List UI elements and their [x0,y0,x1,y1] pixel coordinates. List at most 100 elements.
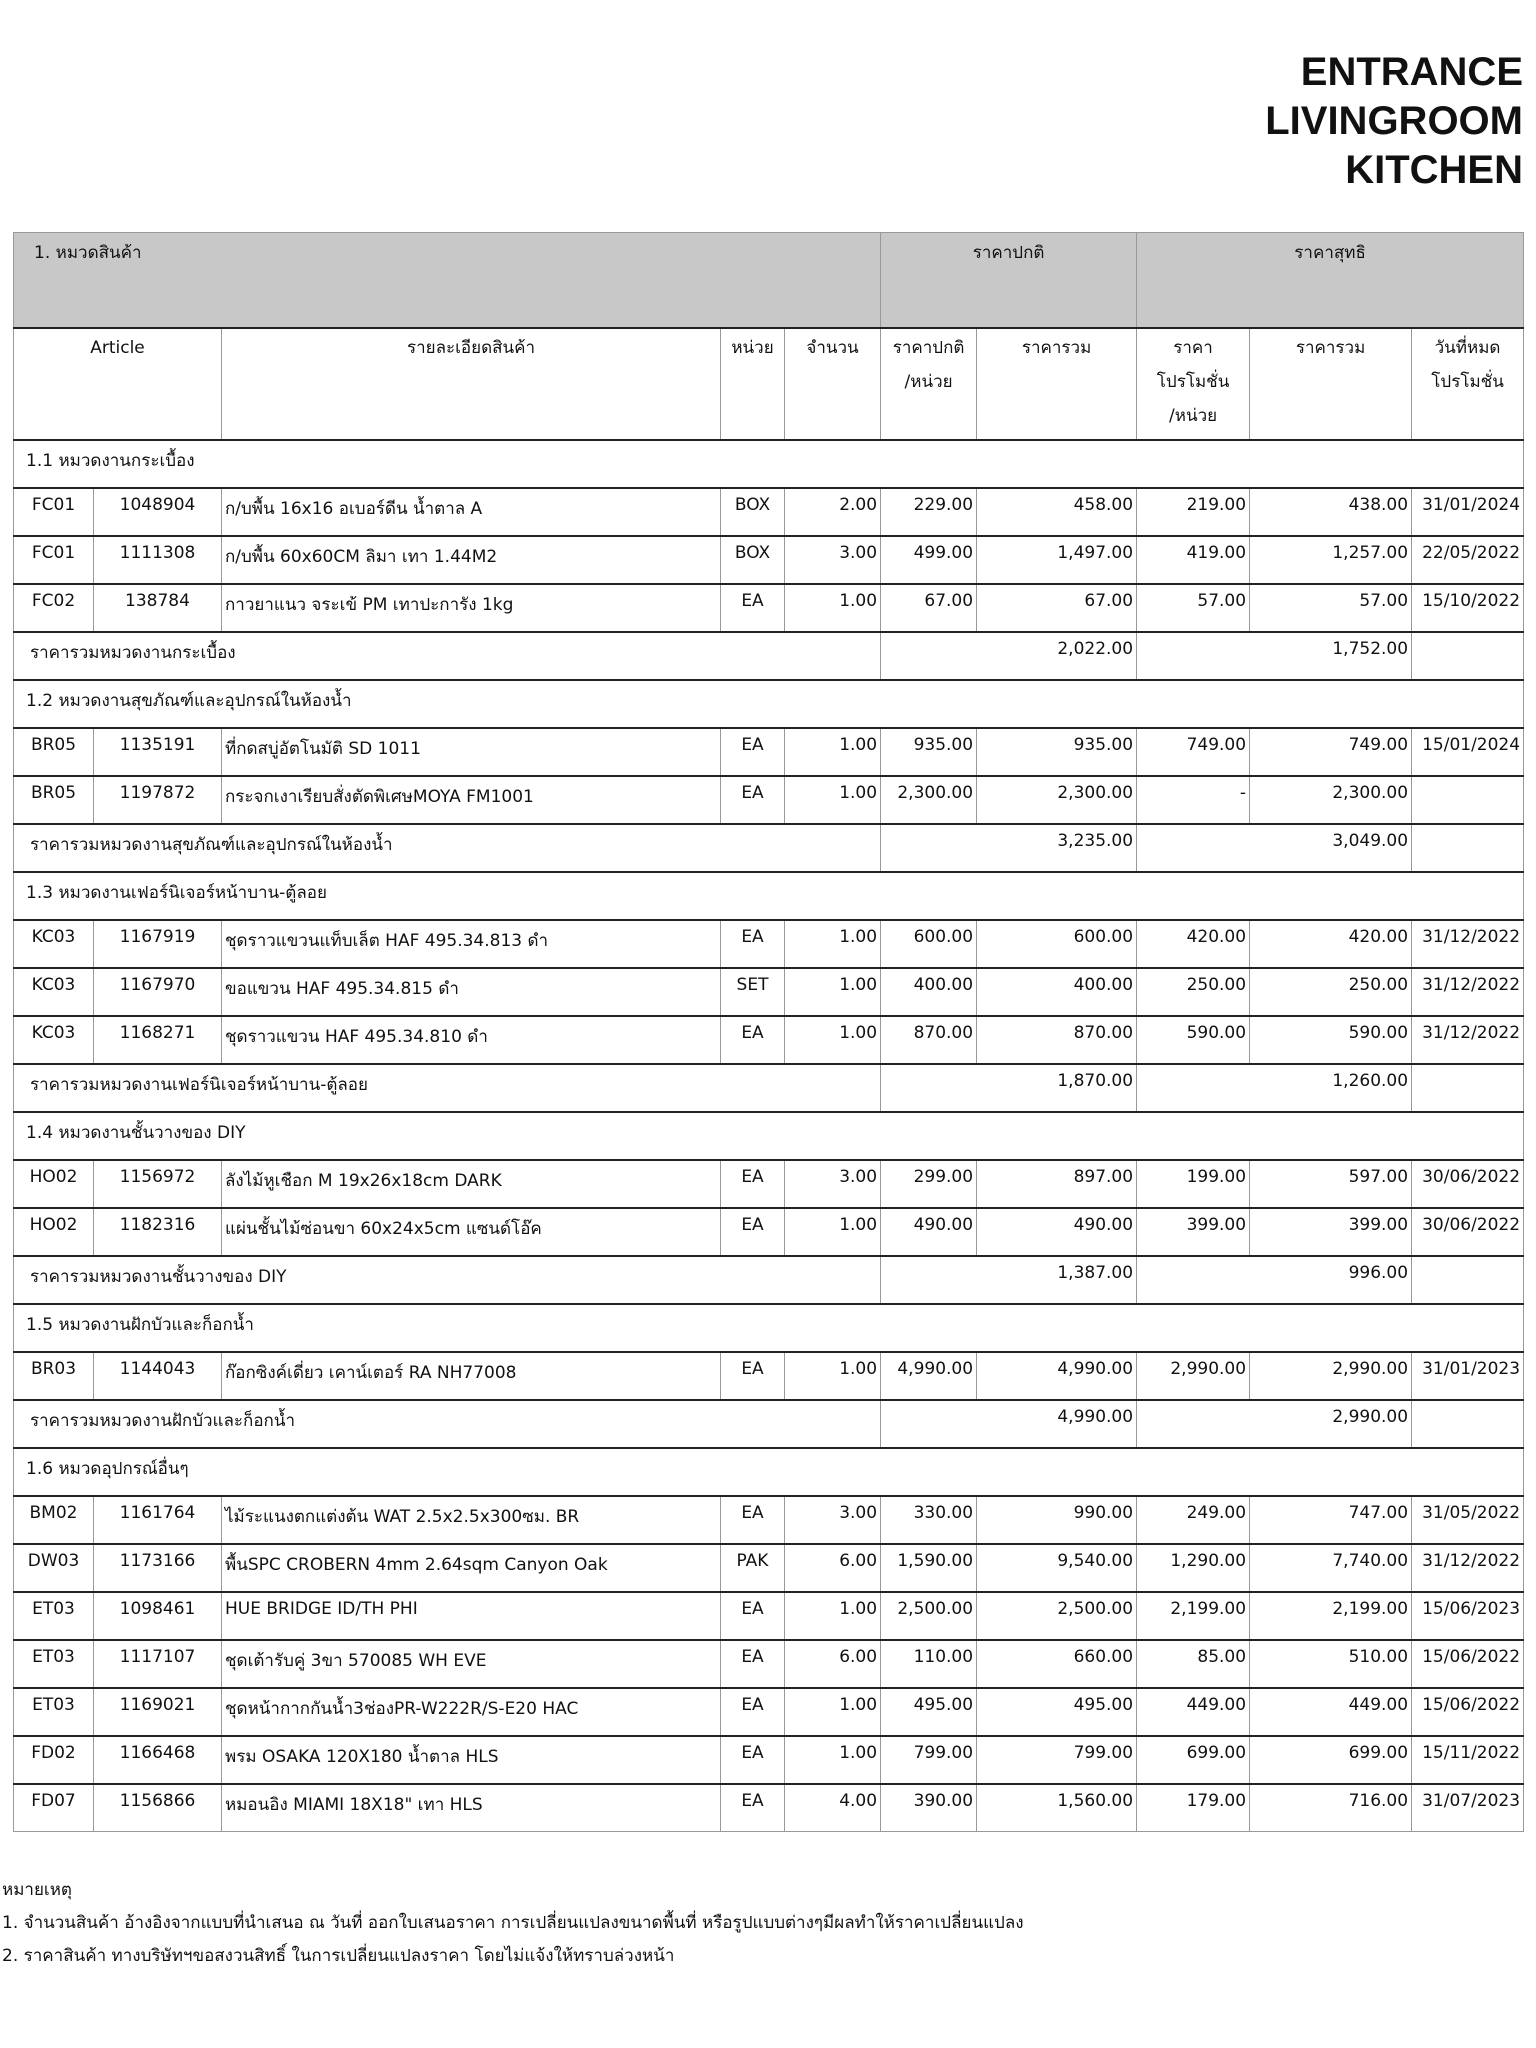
header-line: ราคารวม [1295,338,1366,358]
item-row: KC03 1167919 ชุดราวแขวนแท็บเล็ต HAF 495.34… [13,919,1525,968]
section-row: 1.1 หมวดงานกระเบื้อง [12,439,1525,488]
column-header-row: Article รายละเอียดสินค้า หน่วย จำนวน ราคาปกต… [13,327,1525,440]
item-cell: 57.00 [1249,583,1413,632]
item-cell: 490.00 [976,1207,1138,1256]
item-cell: 1167919 [93,919,222,968]
subtotal-empty [1411,1255,1525,1304]
item-cell: 4.00 [783,1783,882,1832]
item-cell: 419.00 [1136,535,1251,584]
item-cell: 31/01/2024 [1411,487,1525,536]
item-cell: 699.00 [1136,1735,1251,1784]
item-cell: FD02 [13,1735,94,1784]
item-cell: 1117107 [93,1639,222,1688]
item-cell: 1,290.00 [1136,1543,1251,1592]
notes: หมายเหตุ 1. จำนวนสินค้า อ้างอิงจากแบบที่น… [2,1874,1024,1973]
item-row: KC03 1168271 ชุดราวแขวน HAF 495.34.810 ดำ E… [13,1015,1525,1064]
item-cell: FD07 [13,1783,94,1832]
item-cell: 590.00 [1136,1015,1251,1064]
title-line: ENTRANCE [1300,50,1523,94]
item-cell: EA [720,1687,785,1736]
item-cell: EA [720,1351,785,1400]
item-cell: BR05 [13,775,94,824]
item-cell: 2,300.00 [976,775,1138,824]
item-cell: 330.00 [880,1495,978,1544]
item-row: HO02 1156972 ลังไม้หูเชือก M 19x26x18cm DA… [13,1159,1525,1208]
item-cell: 30/06/2022 [1411,1159,1525,1208]
group-header-row: 1. หมวดสินค้า ราคาปกติ ราคาสุทธิ [12,232,1525,328]
item-cell: ขอแขวน HAF 495.34.815 ดำ [221,967,721,1016]
item-cell: 449.00 [1136,1687,1251,1736]
item-cell: 935.00 [880,727,978,776]
subtotal-label: ราคารวมหมวดงานเฟอร์นิเจอร์หน้าบาน-ตู้ลอย [12,1063,882,1112]
item-cell: 400.00 [976,967,1138,1016]
item-row: FC01 1111308 ก/บพื้น 60x60CM ลิมา เทา 1.44… [13,535,1525,584]
item-row: FD07 1156866 หมอนอิง MIAMI 18X18" เทา HLS E… [13,1783,1525,1832]
item-cell: 1156866 [93,1783,222,1832]
subtotal-row: ราคารวมหมวดงานกระเบื้อง 2,022.00 1,752.00 [12,631,1525,680]
subtotal-empty [1411,1399,1525,1448]
item-cell: 716.00 [1249,1783,1413,1832]
item-cell: 15/01/2024 [1411,727,1525,776]
item-cell: EA [720,727,785,776]
subtotal-row: ราคารวมหมวดงานเฟอร์นิเจอร์หน้าบาน-ตู้ลอย… [12,1063,1525,1112]
item-cell: พื้นSPC CROBERN 4mm 2.64sqm Canyon Oak [221,1543,721,1592]
item-cell: EA [720,919,785,968]
item-cell: 699.00 [1249,1735,1413,1784]
item-cell: 1168271 [93,1015,222,1064]
item-cell: 3.00 [783,535,882,584]
item-cell: 1,590.00 [880,1543,978,1592]
item-cell: 85.00 [1136,1639,1251,1688]
item-cell: EA [720,1015,785,1064]
item-cell: 3.00 [783,1495,882,1544]
item-cell: 15/06/2022 [1411,1639,1525,1688]
section-row: 1.3 หมวดงานเฟอร์นิเจอร์หน้าบาน-ตู้ลอย [12,871,1525,920]
item-cell: 219.00 [1136,487,1251,536]
item-cell: KC03 [13,919,94,968]
subtotal-value: 1,870.00 [880,1063,1138,1112]
section-title: 1.3 หมวดงานเฟอร์นิเจอร์หน้าบาน-ตู้ลอย [12,871,1525,920]
item-cell: EA [720,1639,785,1688]
subtotal-label: ราคารวมหมวดงานสุขภัณฑ์และอุปกรณ์ในห้องน้… [12,823,882,872]
item-cell: ชุดราวแขวนแท็บเล็ต HAF 495.34.813 ดำ [221,919,721,968]
item-row: BR03 1144043 ก๊อกซิงค์เดี่ยว เคาน์เตอร์ RA… [13,1351,1525,1400]
subtotal-label: ราคารวมหมวดงานชั้นวางของ DIY [12,1255,882,1304]
item-cell: 31/01/2023 [1411,1351,1525,1400]
item-cell: 15/11/2022 [1411,1735,1525,1784]
section-title: 1.2 หมวดงานสุขภัณฑ์และอุปกรณ์ในห้องน้ำ [12,679,1525,728]
subtotal-row: ราคารวมหมวดงานฝักบัวและก็อกน้ำ 4,990.00 2,… [12,1399,1525,1448]
item-cell: 1,560.00 [976,1783,1138,1832]
item-cell: 2,500.00 [976,1591,1138,1640]
column-header: วันที่หมด โปรโมชั่น [1411,327,1525,440]
item-cell: - [1136,775,1251,824]
item-cell: 250.00 [1136,967,1251,1016]
item-cell: 3.00 [783,1159,882,1208]
section-title: 1.1 หมวดงานกระเบื้อง [12,439,1525,488]
item-cell: 31/12/2022 [1411,1015,1525,1064]
item-cell: กระจกเงาเรียบสั่งตัดพิเศษMOYA FM1001 [221,775,721,824]
item-cell: 1173166 [93,1543,222,1592]
item-cell: 438.00 [1249,487,1413,536]
item-cell: 250.00 [1249,967,1413,1016]
title-line: KITCHEN [1345,148,1523,192]
item-cell: 110.00 [880,1639,978,1688]
section-title: 1.6 หมวดอุปกรณ์อื่นๆ [12,1447,1525,1496]
item-cell: FC02 [13,583,94,632]
column-header: ราคาปกติ /หน่วย [880,327,978,440]
item-cell: EA [720,1591,785,1640]
item-cell: 6.00 [783,1639,882,1688]
item-row: KC03 1167970 ขอแขวน HAF 495.34.815 ดำ SET 1.… [13,967,1525,1016]
item-cell: 31/12/2022 [1411,1543,1525,1592]
item-cell: 510.00 [1249,1639,1413,1688]
item-cell: EA [720,1735,785,1784]
item-cell: 229.00 [880,487,978,536]
item-cell: 1.00 [783,1015,882,1064]
item-cell: 31/12/2022 [1411,919,1525,968]
item-cell: EA [720,1207,785,1256]
quote-table: 1. หมวดสินค้า ราคาปกติ ราคาสุทธิ Article ราย… [12,232,1525,1832]
column-header: ราคารวม [1249,327,1413,440]
item-cell: BOX [720,487,785,536]
subtotal-row: ราคารวมหมวดงานชั้นวางของ DIY 1,387.00 996.… [12,1255,1525,1304]
item-cell: 600.00 [976,919,1138,968]
item-cell: 179.00 [1136,1783,1251,1832]
